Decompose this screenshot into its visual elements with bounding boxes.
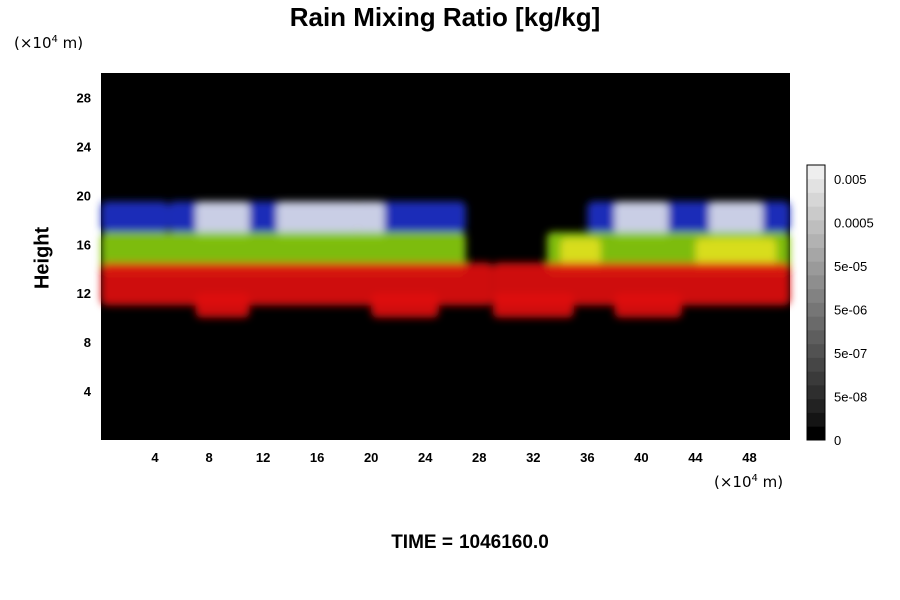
colorbar-swatch	[807, 371, 825, 386]
x-tick-label: 28	[472, 450, 486, 465]
colorbar-swatch	[807, 385, 825, 400]
colorbar-tick-label: 5e-06	[834, 303, 867, 318]
y-axis-ticks: 4 8 12 16 20 24 28	[77, 90, 92, 399]
y-tick-label: 12	[77, 286, 91, 301]
x-tick-label: 40	[634, 450, 648, 465]
y-tick-label: 24	[77, 139, 92, 154]
colorbar-swatch	[807, 206, 825, 221]
x-tick-label: 48	[742, 450, 756, 465]
colorbar-swatch	[807, 302, 825, 317]
y-axis-unit: (×104 m)	[14, 34, 84, 52]
colorbar-swatch	[807, 343, 825, 358]
time-value: 1046160.0	[458, 532, 549, 553]
colorbar-swatch	[807, 233, 825, 248]
colorbar-tick-label: 0.0005	[834, 216, 874, 231]
x-axis-ticks: 4 8 12 16 20 24 28 32 36 40 44 48	[151, 450, 756, 465]
colorbar: 0.005 0.0005 5e-05 5e-06 5e-07 5e-08 0	[806, 164, 874, 448]
colorbar-swatch	[807, 330, 825, 345]
y-tick-label: 16	[77, 237, 91, 252]
heatmap-band-1-2	[614, 201, 669, 239]
y-tick-label: 28	[77, 90, 91, 105]
x-tick-label: 36	[580, 450, 594, 465]
heatmap-band-3-1	[695, 238, 777, 269]
colorbar-swatch	[807, 316, 825, 331]
x-tick-label: 44	[688, 450, 703, 465]
x-tick-label: 20	[364, 450, 378, 465]
colorbar-frame	[806, 164, 826, 441]
heatmap-band-0-0	[101, 201, 169, 233]
heatmap-bands	[101, 201, 790, 318]
time-label: TIME =	[391, 532, 453, 553]
y-tick-label: 4	[84, 384, 92, 399]
colorbar-swatch	[807, 275, 825, 290]
y-tick-label: 20	[77, 188, 91, 203]
colorbar-swatch	[807, 192, 825, 207]
heatmap-band-1-0	[195, 201, 250, 239]
colorbar-tick-label: 0	[834, 433, 841, 448]
y-tick-label: 8	[84, 335, 91, 350]
colorbar-swatch	[807, 220, 825, 235]
colorbar-swatch	[807, 178, 825, 193]
heatmap-band-5-3	[614, 293, 682, 318]
colorbar-swatch	[807, 288, 825, 303]
colorbar-swatch	[807, 412, 825, 427]
colorbar-swatch	[807, 398, 825, 413]
x-tick-label: 24	[418, 450, 433, 465]
heatmap-band-1-3	[708, 201, 763, 239]
colorbar-swatch	[807, 261, 825, 276]
chart-title: Rain Mixing Ratio [kg/kg]	[289, 2, 601, 32]
colorbar-tick-label: 5e-07	[834, 346, 867, 361]
x-tick-label: 16	[310, 450, 324, 465]
colorbar-swatch	[807, 165, 825, 180]
heatmap-band-5-1	[371, 293, 439, 318]
x-tick-label: 4	[151, 450, 159, 465]
heatmap-band-5-0	[195, 293, 250, 318]
colorbar-swatch	[807, 426, 825, 441]
heatmap-band-5-2	[492, 293, 574, 318]
colorbar-swatch	[807, 357, 825, 372]
heatmap-band-3-0	[560, 238, 601, 269]
colorbar-tick-label: 5e-05	[834, 259, 867, 274]
colorbar-swatch	[807, 247, 825, 262]
x-tick-label: 8	[205, 450, 212, 465]
heatmap-band-1-1	[276, 201, 385, 239]
time-readout: TIME = 1046160.0	[0, 532, 900, 554]
x-tick-label: 32	[526, 450, 540, 465]
x-tick-label: 12	[256, 450, 270, 465]
x-axis-unit: (×104 m)	[714, 473, 784, 491]
colorbar-tick-label: 5e-08	[834, 390, 867, 405]
colorbar-tick-label: 0.005	[834, 172, 867, 187]
